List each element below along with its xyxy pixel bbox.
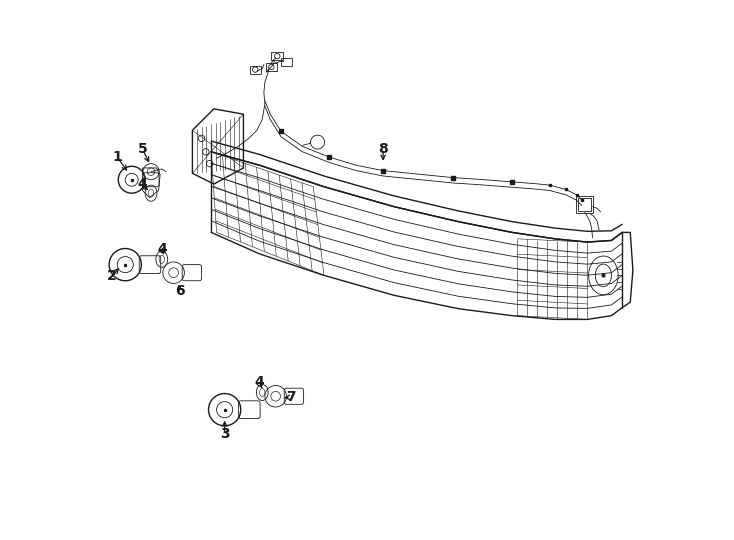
Text: 1: 1	[112, 150, 122, 164]
Text: 4: 4	[157, 241, 167, 255]
Text: 4: 4	[255, 375, 264, 389]
Text: 6: 6	[175, 285, 185, 299]
Text: 2: 2	[107, 269, 117, 284]
Text: 5: 5	[137, 142, 148, 156]
Text: 3: 3	[219, 427, 230, 441]
Text: 4: 4	[137, 177, 148, 191]
Text: 7: 7	[286, 390, 296, 404]
Text: 8: 8	[378, 142, 388, 156]
